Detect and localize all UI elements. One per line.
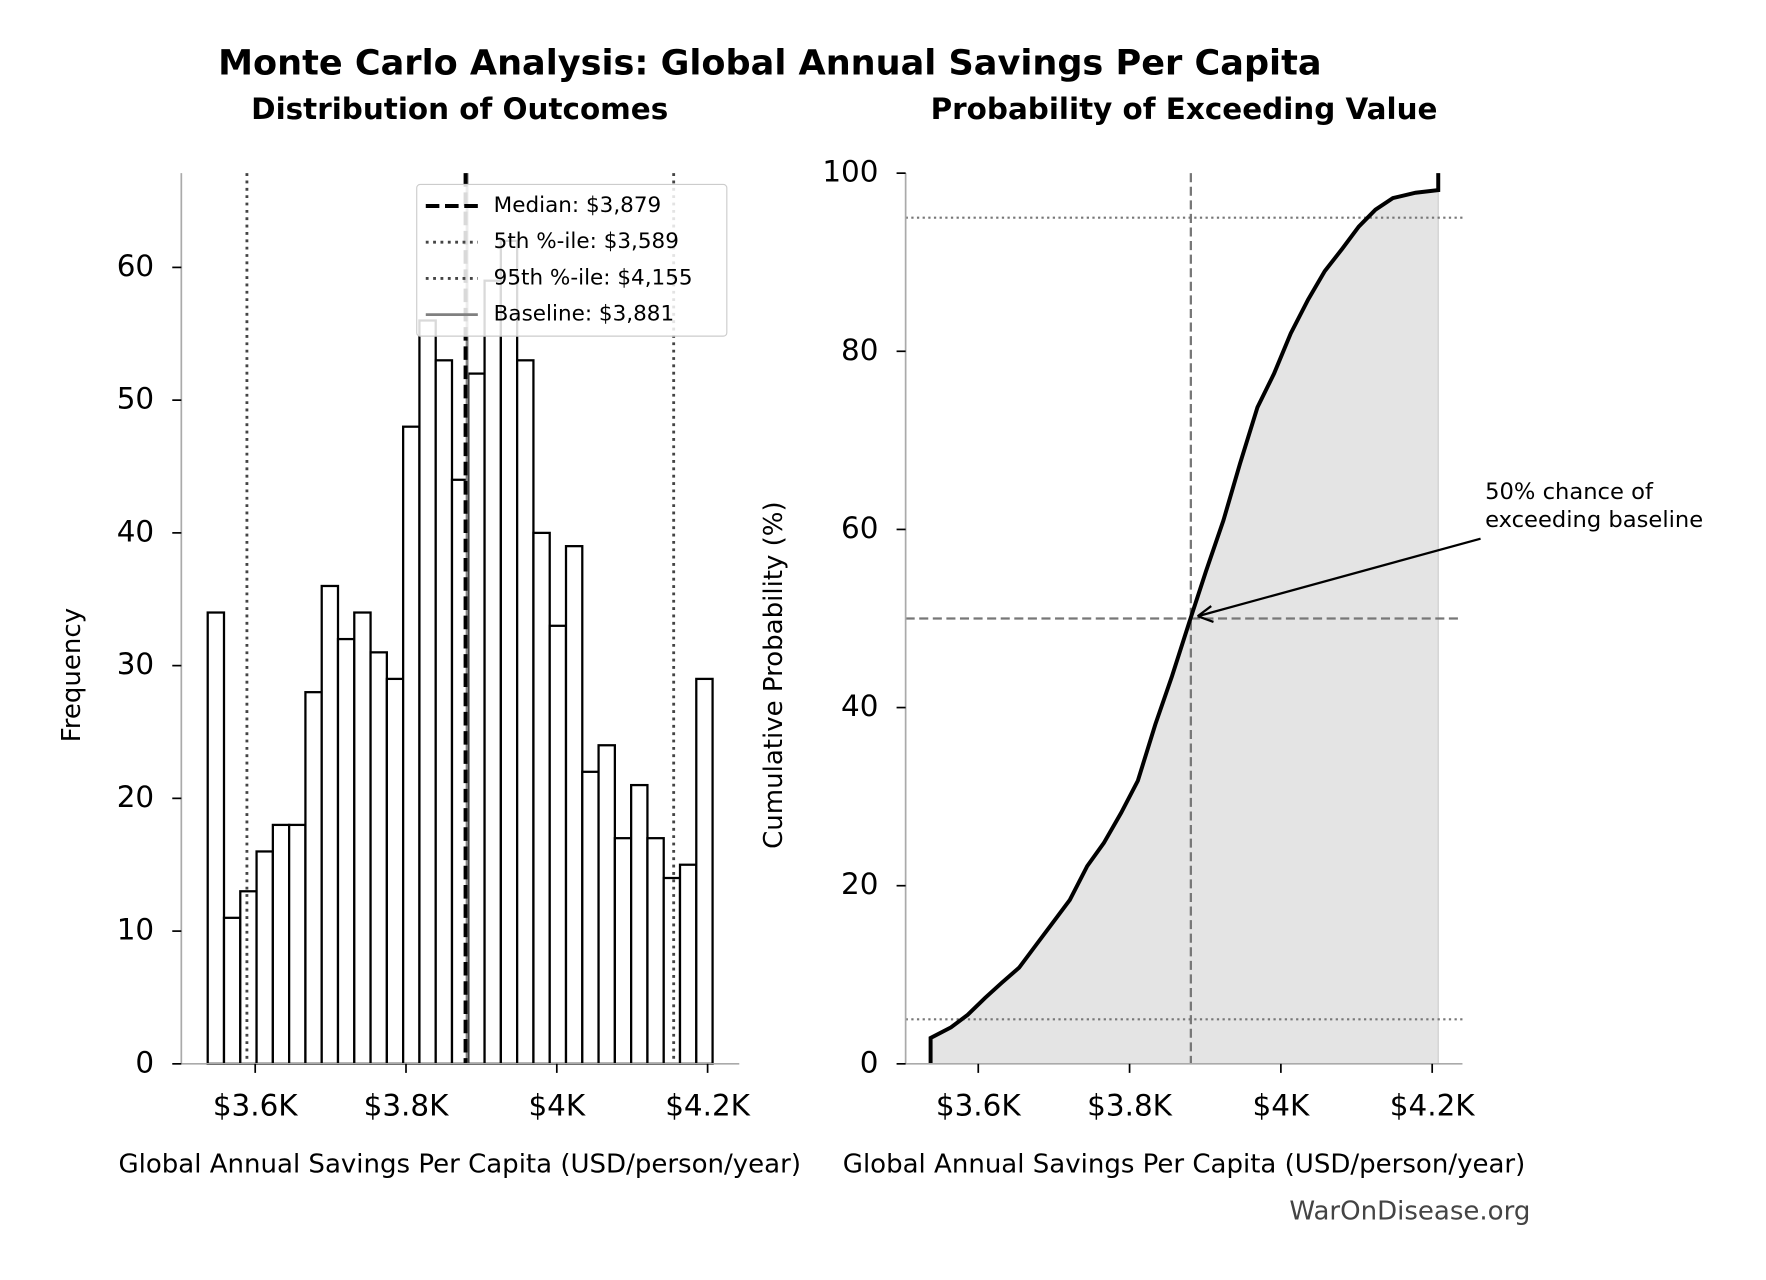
y-tick-label: 0 <box>860 1045 879 1079</box>
histogram-bar <box>320 584 340 1065</box>
legend: Median: $3,879 5th %-ile: $3,589 95th %-il… <box>416 183 728 337</box>
histogram-bar <box>288 823 307 1065</box>
y-tick-label: 60 <box>117 249 154 283</box>
cdf-line <box>928 173 1441 1064</box>
histogram-bar <box>222 916 242 1065</box>
legend-label: Baseline: $3,881 <box>494 302 674 327</box>
histogram-bar <box>630 783 649 1065</box>
subplot: Probability of Exceeding Value Global Ann… <box>759 92 1703 1180</box>
histogram-bar <box>695 677 714 1065</box>
histogram-bar <box>548 624 568 1065</box>
histogram-bar <box>304 691 323 1065</box>
y-tick-label: 20 <box>117 780 154 814</box>
annotation-arrowhead <box>1196 605 1214 623</box>
legend-label: 5th %-ile: $3,589 <box>494 229 679 254</box>
histogram-bar <box>353 611 372 1065</box>
histogram-bar <box>434 359 454 1065</box>
y-tick-label: 20 <box>841 867 878 901</box>
x-axis-label: Global Annual Savings Per Capita (USD/pe… <box>118 1149 801 1179</box>
y-tick-label: 80 <box>841 333 878 367</box>
y-axis-label: Frequency <box>57 608 87 742</box>
x-tick-label: $3.6K <box>936 1088 1021 1122</box>
histogram-bar <box>662 876 682 1065</box>
y-tick-label: 100 <box>822 155 878 189</box>
histogram-bar <box>239 890 258 1065</box>
histogram-bar <box>369 651 388 1065</box>
x-tick-label: $4K <box>528 1088 585 1122</box>
histogram-bar <box>418 319 437 1065</box>
x-tick-label: $4K <box>1253 1088 1310 1122</box>
histogram-bar <box>402 425 421 1065</box>
y-tick-label: 60 <box>841 511 878 545</box>
x-tick-label: $3.6K <box>213 1088 298 1122</box>
histogram-bar <box>597 744 616 1065</box>
subplot-title: Probability of Exceeding Value <box>931 92 1438 126</box>
histogram-bar <box>336 637 356 1065</box>
x-tick-label: $4.2K <box>1390 1088 1475 1122</box>
y-tick-label: 30 <box>117 647 154 681</box>
x-tick-label: $3.8K <box>364 1088 449 1122</box>
subplot: Distribution of Outcomes Global Annual Sa… <box>57 92 801 1180</box>
x-tick-label: $4.2K <box>665 1088 750 1122</box>
source-credit: WarOnDisease.org <box>1289 1197 1530 1227</box>
histogram-bar <box>613 837 633 1065</box>
histogram-bar <box>532 531 551 1065</box>
y-tick-label: 40 <box>841 689 878 723</box>
plot-area <box>905 173 1463 1065</box>
y-tick-label: 0 <box>135 1045 154 1079</box>
histogram-bar <box>646 837 665 1065</box>
x-tick-label: $3.8K <box>1087 1088 1172 1122</box>
annotation-text: exceeding baseline <box>1485 507 1703 533</box>
histogram-bar <box>564 545 584 1065</box>
histogram-bar <box>678 863 698 1065</box>
annotation-text: 50% chance of <box>1485 479 1654 505</box>
histogram-bar <box>255 850 274 1065</box>
histogram-bar <box>206 611 226 1065</box>
figure-title: Monte Carlo Analysis: Global Annual Savi… <box>218 43 1321 84</box>
histogram-bar <box>581 770 600 1065</box>
histogram-bar <box>499 239 519 1065</box>
y-tick-label: 50 <box>117 382 154 416</box>
subplot-title: Distribution of Outcomes <box>251 92 668 126</box>
legend-label: 95th %-ile: $4,155 <box>494 265 693 290</box>
y-axis-label: Cumulative Probability (%) <box>759 501 789 849</box>
histogram-bar <box>467 372 486 1065</box>
histogram-bar <box>516 359 535 1065</box>
annotation-arrow <box>1197 537 1481 618</box>
legend-label: Median: $3,879 <box>494 193 662 218</box>
y-tick-label: 40 <box>117 514 154 548</box>
histogram-bar <box>271 823 291 1065</box>
x-axis-label: Global Annual Savings Per Capita (USD/pe… <box>843 1149 1526 1179</box>
histogram-bar <box>385 677 405 1065</box>
y-tick-label: 10 <box>117 913 154 947</box>
histogram-bar <box>483 279 502 1065</box>
legend-box <box>416 183 728 337</box>
